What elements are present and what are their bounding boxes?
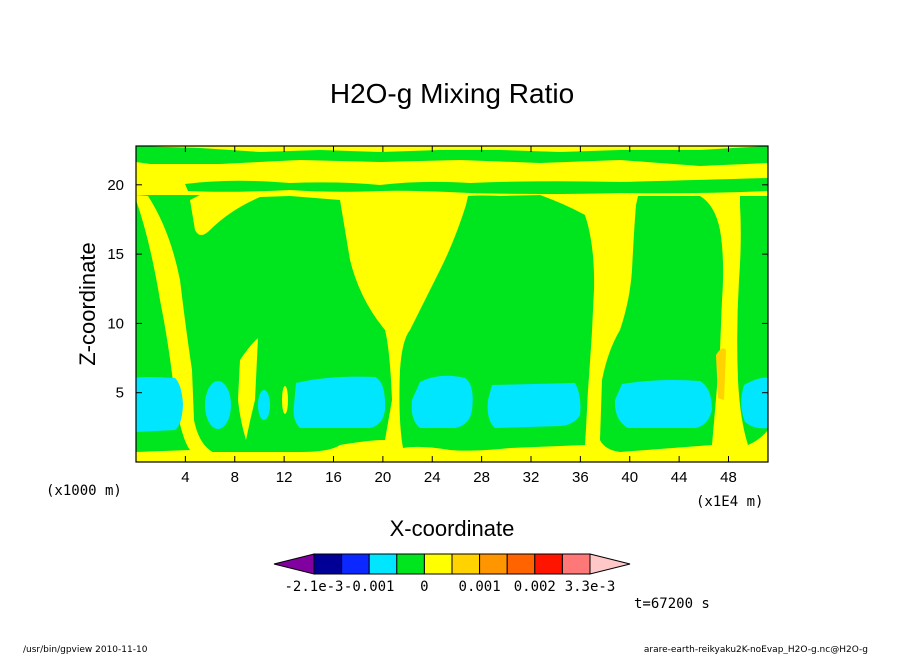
y-tick-label: 15 bbox=[107, 246, 124, 263]
x-tick-label: 36 bbox=[572, 469, 589, 486]
x-tick-label: 48 bbox=[720, 469, 737, 486]
time-label: t=67200 s bbox=[634, 596, 710, 612]
colorbar-label: 0.001 bbox=[459, 579, 501, 595]
colorbar-swatch bbox=[423, 553, 453, 575]
colorbar-labels: -2.1e-3 -0.001 0 0.001 0.002 3.3e-3 bbox=[284, 579, 615, 595]
mid-green-band bbox=[185, 178, 768, 194]
x-scale-note: (x1E4 m) bbox=[696, 494, 763, 510]
cyan-region-5 bbox=[411, 375, 473, 428]
colorbar-swatch bbox=[341, 553, 370, 575]
x-axis-ticks: 4 8 12 16 20 24 28 32 36 40 44 48 bbox=[181, 146, 737, 486]
colorbar-swatch bbox=[534, 553, 563, 575]
x-tick-label: 12 bbox=[276, 469, 293, 486]
x-tick-label: 32 bbox=[523, 469, 540, 486]
colorbar-swatch bbox=[506, 553, 536, 575]
colorbar-label: -0.001 bbox=[344, 579, 395, 595]
colorbar-swatch bbox=[561, 553, 591, 575]
x-tick-label: 44 bbox=[671, 469, 688, 486]
bottom-yellow-strip bbox=[136, 452, 768, 462]
cyan-region-6 bbox=[487, 383, 581, 428]
y-axis-title: Z-coordinate bbox=[75, 242, 100, 366]
colorbar-swatch bbox=[451, 553, 481, 575]
footer-right: arare-earth-reikyaku2K-noEvap_H2O-g.nc@H… bbox=[644, 645, 868, 654]
x-tick-label: 8 bbox=[231, 469, 239, 486]
yellow-streak-1 bbox=[238, 338, 258, 440]
orange-streak bbox=[716, 348, 726, 400]
x-tick-label: 4 bbox=[181, 469, 189, 486]
x-unit-label: (x1000 m) bbox=[46, 483, 122, 499]
cyan-region-8 bbox=[741, 377, 768, 429]
plot-area bbox=[135, 145, 769, 463]
colorbar-label: 3.3e-3 bbox=[565, 579, 616, 595]
cyan-region-3 bbox=[258, 390, 270, 420]
y-tick-label: 20 bbox=[107, 177, 124, 194]
plot-frame bbox=[135, 145, 769, 463]
colorbar-under-triangle bbox=[273, 553, 315, 575]
top-green-band bbox=[136, 146, 768, 166]
y-tick-label: 5 bbox=[116, 385, 124, 402]
x-tick-label: 24 bbox=[424, 469, 441, 486]
y-tick-label: 10 bbox=[107, 315, 124, 332]
colorbar-label: 0.002 bbox=[514, 579, 556, 595]
chart-title: H2O-g Mixing Ratio bbox=[330, 78, 574, 109]
cyan-region-2 bbox=[205, 381, 231, 429]
x-tick-label: 16 bbox=[325, 469, 342, 486]
colorbar-swatch bbox=[396, 553, 425, 575]
cyan-region-4 bbox=[293, 376, 386, 428]
small-yellow-blob bbox=[168, 172, 184, 180]
x-tick-label: 20 bbox=[375, 469, 392, 486]
colorbar bbox=[273, 553, 631, 575]
x-axis-title: X-coordinate bbox=[390, 516, 515, 541]
yellow-streak-2 bbox=[282, 386, 288, 414]
x-tick-label: 28 bbox=[473, 469, 490, 486]
colorbar-label: 0 bbox=[420, 579, 428, 595]
colorbar-swatch bbox=[313, 553, 343, 575]
y-axis-ticks: 5 10 15 20 bbox=[107, 177, 768, 402]
cyan-region-7 bbox=[614, 380, 712, 428]
cyan-region-1 bbox=[136, 377, 183, 432]
colorbar-swatch bbox=[368, 553, 398, 575]
colorbar-over-triangle bbox=[589, 553, 631, 575]
x-tick-label: 40 bbox=[621, 469, 638, 486]
colorbar-swatch bbox=[479, 553, 508, 575]
footer-left: /usr/bin/gpview 2010-11-10 bbox=[23, 645, 148, 654]
colorbar-label: -2.1e-3 bbox=[284, 579, 343, 595]
